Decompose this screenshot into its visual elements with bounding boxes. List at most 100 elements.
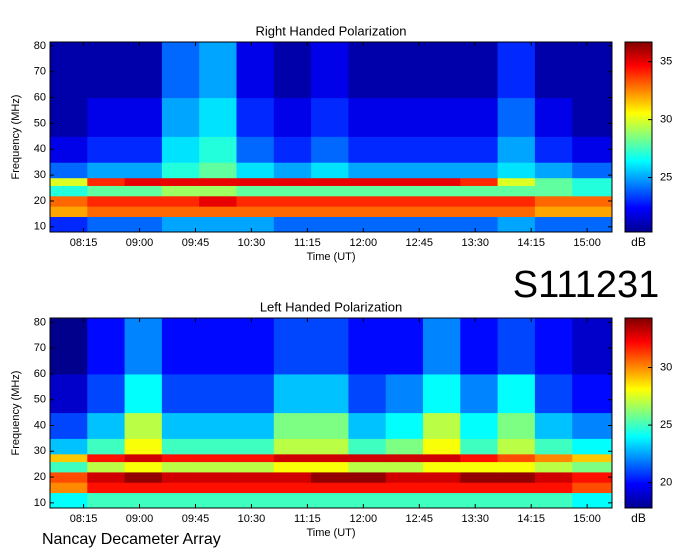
heatmap-cell xyxy=(50,318,88,375)
x-tick-label: 15:00 xyxy=(573,513,601,525)
heatmap-cell xyxy=(423,482,461,494)
heatmap-cell xyxy=(497,438,536,455)
heatmap-cell xyxy=(50,438,88,455)
heatmap-cell xyxy=(50,162,88,179)
heatmap-cell xyxy=(311,206,349,217)
heatmap-cell xyxy=(199,42,238,99)
heatmap-cell xyxy=(385,492,424,509)
heatmap-cell xyxy=(87,492,126,509)
heatmap-cell xyxy=(572,412,613,439)
heatmap-cell xyxy=(423,216,461,233)
heatmap-cell xyxy=(161,461,200,473)
heatmap-cell xyxy=(124,373,163,414)
heatmap-cell xyxy=(124,461,163,473)
heatmap-cell xyxy=(460,482,499,494)
colorbar xyxy=(624,317,653,509)
heatmap-cell xyxy=(273,216,312,233)
heatmap-cell xyxy=(124,97,163,137)
heatmap-cell xyxy=(199,97,238,137)
heatmap-cell xyxy=(161,195,200,207)
plot-frame xyxy=(49,41,613,233)
heatmap-cell xyxy=(385,216,424,233)
heatmap-cell xyxy=(50,195,88,207)
heatmap-cell xyxy=(497,136,536,163)
heatmap-cell xyxy=(311,373,349,414)
heatmap-cell xyxy=(497,471,536,483)
heatmap-cell xyxy=(534,471,573,483)
heatmap-cell xyxy=(385,373,424,414)
heatmap-cell xyxy=(273,162,312,179)
heatmap-cell xyxy=(273,42,312,99)
heatmap-cell xyxy=(273,136,312,163)
heatmap-cell xyxy=(348,42,387,99)
heatmap-cell xyxy=(273,206,312,217)
heatmap-cell xyxy=(423,373,461,414)
heatmap-cell xyxy=(161,42,200,99)
colorbar-tick-label: 25 xyxy=(660,171,672,183)
heatmap-cell xyxy=(572,461,613,473)
heatmap-cell xyxy=(87,216,126,233)
heatmap-cell xyxy=(534,97,573,137)
heatmap-cell xyxy=(460,216,499,233)
heatmap-cell xyxy=(497,373,536,414)
heatmap-cell xyxy=(50,97,88,137)
heatmap-cell xyxy=(460,471,499,483)
heatmap-cell xyxy=(236,206,275,217)
heatmap-cell xyxy=(385,195,424,207)
heatmap-cell xyxy=(124,177,163,186)
heatmap-cell xyxy=(124,492,163,509)
heatmap-cell xyxy=(385,461,424,473)
heatmap-cell xyxy=(311,97,349,137)
heatmap-cell xyxy=(460,461,499,473)
heatmap-cell xyxy=(199,438,238,455)
heatmap-cell xyxy=(199,373,238,414)
heatmap-cell xyxy=(572,373,613,414)
y-tick-label: 40 xyxy=(34,143,46,155)
heatmap-cell xyxy=(50,216,88,233)
y-tick-label: 50 xyxy=(34,394,46,406)
heatmap-cell xyxy=(348,461,387,473)
y-tick-label: 30 xyxy=(34,169,46,181)
colorbar-tick-label: 35 xyxy=(660,56,672,68)
heatmap-cell xyxy=(161,412,200,439)
y-tick-label: 80 xyxy=(34,316,46,328)
heatmap-cell xyxy=(311,412,349,439)
heatmap-cell xyxy=(273,318,312,375)
heatmap-cell xyxy=(50,185,88,197)
heatmap-cell xyxy=(124,318,163,375)
x-tick-label: 11:15 xyxy=(294,513,321,525)
heatmap-cell xyxy=(385,185,424,197)
heatmap-cell xyxy=(50,42,88,99)
heatmap-cell xyxy=(534,177,573,186)
heatmap-cell xyxy=(423,162,461,179)
heatmap-cell xyxy=(348,216,387,233)
heatmap-cell xyxy=(236,195,275,207)
heatmap-cell xyxy=(348,373,387,414)
heatmap-cell xyxy=(385,97,424,137)
heatmap-cell xyxy=(124,206,163,217)
heatmap-cell xyxy=(423,136,461,163)
heatmap-cell xyxy=(423,453,461,463)
heatmap-cell xyxy=(497,453,536,463)
heatmap-cell xyxy=(423,42,461,99)
heatmap-cell xyxy=(87,195,126,207)
heatmap-cell xyxy=(423,177,461,186)
heatmap-cell xyxy=(236,373,275,414)
y-tick-label: 10 xyxy=(34,497,46,509)
heatmap-cell xyxy=(460,97,499,137)
y-tick-label: 50 xyxy=(34,117,46,129)
colorbar-tick-label: 25 xyxy=(660,419,672,431)
y-tick-label: 80 xyxy=(34,40,46,52)
heatmap-cell xyxy=(311,42,349,99)
heatmap-cell xyxy=(572,206,613,217)
heatmap-cell xyxy=(273,195,312,207)
heatmap-cell xyxy=(348,195,387,207)
heatmap-cell xyxy=(124,136,163,163)
heatmap-cell xyxy=(311,461,349,473)
heatmap-cell xyxy=(534,42,573,99)
colorbar-label: dB xyxy=(631,235,646,249)
heatmap-cell xyxy=(497,492,536,509)
heatmap-cell xyxy=(87,482,126,494)
heatmap-cell xyxy=(124,185,163,197)
heatmap-cell xyxy=(50,492,88,509)
